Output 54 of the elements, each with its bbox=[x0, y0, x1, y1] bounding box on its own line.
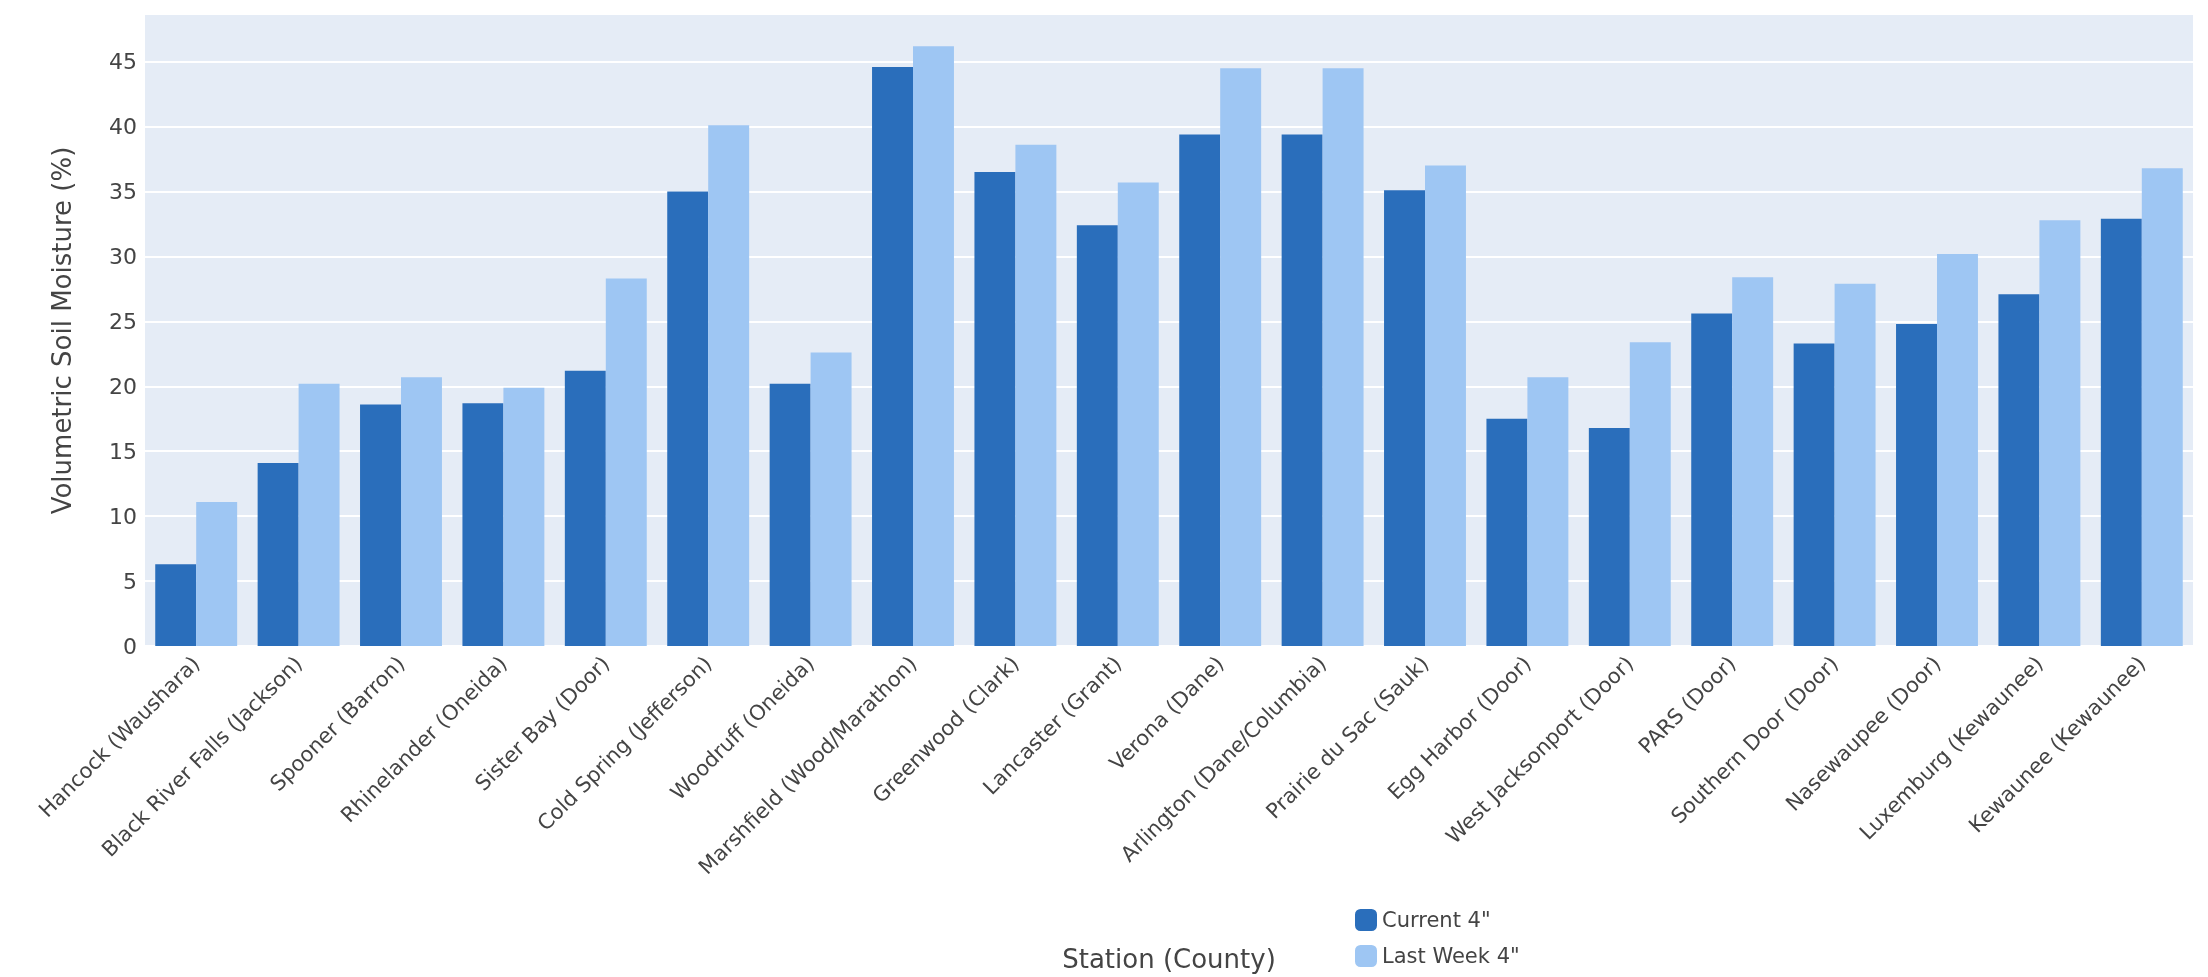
bar bbox=[1629, 342, 1671, 646]
bar bbox=[769, 383, 811, 646]
y-tick-label: 0 bbox=[123, 633, 137, 659]
bar bbox=[196, 501, 238, 646]
bar bbox=[1384, 190, 1425, 646]
bar bbox=[1998, 294, 2040, 646]
y-tick-label: 25 bbox=[109, 308, 137, 334]
bar bbox=[2100, 218, 2142, 646]
bar bbox=[1117, 182, 1159, 646]
y-tick-label: 40 bbox=[109, 114, 137, 140]
bar bbox=[360, 404, 401, 646]
bar bbox=[401, 377, 442, 646]
bar bbox=[2039, 220, 2081, 646]
bar bbox=[667, 191, 709, 646]
bar bbox=[1425, 165, 1466, 646]
bar bbox=[913, 46, 954, 646]
bar bbox=[503, 387, 545, 646]
bar bbox=[708, 125, 750, 646]
y-axis-title: Volumetric Soil Moisture (%) bbox=[47, 146, 77, 515]
bar bbox=[2141, 168, 2183, 646]
legend-label: Current 4" bbox=[1382, 908, 1491, 932]
y-tick-label: 20 bbox=[109, 373, 137, 399]
bar bbox=[1691, 313, 1733, 646]
bar bbox=[155, 564, 197, 646]
y-tick-label: 15 bbox=[109, 438, 137, 464]
bar bbox=[1896, 324, 1937, 646]
y-tick-label: 5 bbox=[123, 568, 137, 594]
bar bbox=[1322, 68, 1364, 646]
bar bbox=[1015, 144, 1057, 646]
bar bbox=[810, 352, 852, 646]
y-tick-label: 35 bbox=[109, 179, 137, 205]
bar bbox=[974, 172, 1016, 646]
bar bbox=[1527, 377, 1569, 646]
bar bbox=[1793, 343, 1835, 646]
bar bbox=[1486, 418, 1528, 646]
bar bbox=[1937, 253, 1978, 646]
bar bbox=[564, 370, 606, 646]
bar bbox=[1834, 283, 1876, 646]
bar bbox=[1732, 277, 1774, 646]
bar bbox=[605, 278, 647, 646]
x-axis-title: Station (County) bbox=[1062, 944, 1276, 974]
y-tick-label: 10 bbox=[109, 503, 137, 529]
bar bbox=[462, 403, 504, 646]
legend-label: Last Week 4" bbox=[1382, 944, 1520, 968]
bar bbox=[257, 462, 299, 646]
bar bbox=[872, 66, 913, 646]
bar bbox=[1076, 225, 1118, 646]
bar bbox=[1588, 427, 1630, 646]
bar bbox=[1220, 68, 1262, 646]
bar bbox=[1281, 134, 1323, 646]
bar bbox=[298, 383, 340, 646]
y-tick-label: 30 bbox=[109, 243, 137, 269]
bar bbox=[1179, 134, 1221, 646]
y-tick-label: 45 bbox=[109, 49, 137, 75]
